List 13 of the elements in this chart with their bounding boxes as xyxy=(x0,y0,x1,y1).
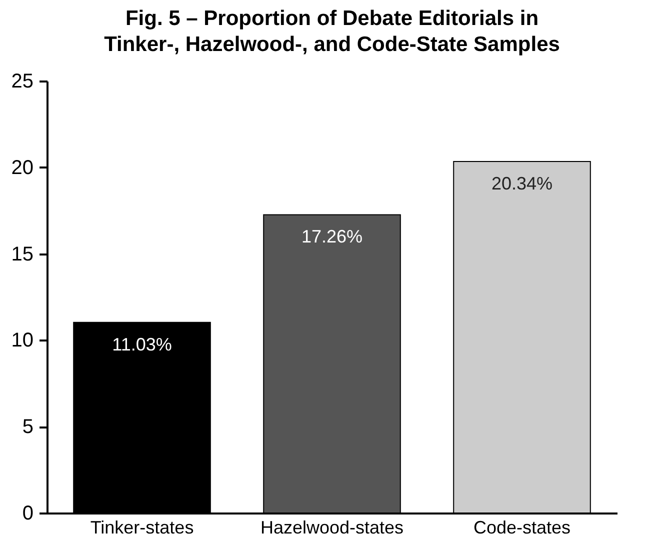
data-label: 20.34% xyxy=(491,174,553,194)
y-tick-label: 10 xyxy=(11,330,34,352)
x-tick-label: Code-states xyxy=(473,518,571,538)
chart-title: Fig. 5 – Proportion of Debate Editorials in Tinker-, Hazelwood-, and Code-State Samples xyxy=(104,7,560,56)
y-tick-label: 5 xyxy=(22,416,34,438)
x-tick-label: Tinker-states xyxy=(90,518,194,538)
data-label: 17.26% xyxy=(301,226,363,247)
y-tick-label: 0 xyxy=(22,502,34,524)
data-label: 11.03% xyxy=(112,334,172,354)
x-tick-label: Hazelwood-states xyxy=(260,518,404,538)
y-tick-label: 25 xyxy=(11,70,34,92)
y-tick-label: 20 xyxy=(11,156,34,179)
y-tick-label: 15 xyxy=(11,243,34,266)
